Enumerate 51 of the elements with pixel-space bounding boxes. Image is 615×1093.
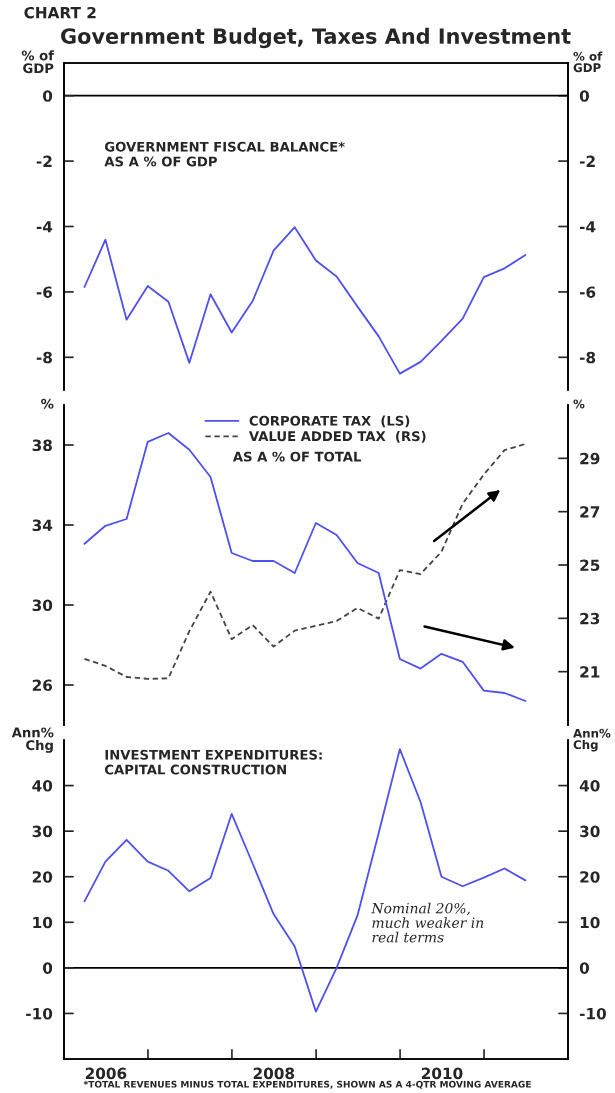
- legend-label: CORPORATE TAX (LS): [249, 415, 410, 428]
- y-tick-label: -4: [36, 221, 53, 233]
- y2-axis-title: % of GDP: [573, 51, 603, 73]
- y2-tick-label: 30: [580, 825, 600, 838]
- x-tick-label: 2006: [85, 1067, 127, 1080]
- y-tick-label: 0: [42, 962, 53, 974]
- y2-tick-label: 29: [580, 452, 600, 465]
- y2-tick-label: -6: [579, 286, 596, 298]
- annotation: INVESTMENT EXPENDITURES: CAPITAL CONSTRUCTION: [104, 749, 322, 775]
- y2-tick-label: -4: [579, 221, 596, 233]
- y2-tick-label: 23: [580, 612, 600, 625]
- y2-axis-title: Ann% Chg: [573, 728, 611, 752]
- legend-label: VALUE ADDED TAX (RS): [248, 430, 426, 443]
- y-axis-title: % of GDP: [21, 50, 55, 74]
- y-tick-label: 30: [32, 599, 53, 612]
- y-axis-title: %: [41, 398, 54, 409]
- x-tick-label: 2010: [421, 1067, 463, 1080]
- y-tick-label: -8: [36, 351, 52, 364]
- annotation: Nominal 20%, much weaker in real terms: [371, 902, 484, 943]
- y2-tick-label: 20: [580, 871, 600, 883]
- y-tick-label: 20: [32, 871, 53, 883]
- y2-tick-label: 25: [580, 559, 600, 572]
- y2-tick-label: 27: [580, 506, 600, 518]
- chart-subtitle: Government Budget, Taxes And Investment: [61, 27, 571, 49]
- y-tick-label: -10: [26, 1007, 53, 1020]
- y-tick-label: -2: [36, 155, 52, 167]
- y-tick-label: 0: [42, 90, 53, 102]
- y2-axis-title: %: [573, 399, 585, 409]
- text: *TOTAL REVENUES MINUS TOTAL EXPENDITURES, SHOWN AS A 4-QTR MOVING AVERAGE: [83, 1080, 531, 1089]
- y-tick-label: 34: [32, 519, 53, 532]
- y2-tick-label: 10: [580, 916, 600, 929]
- y2-tick-label: -10: [579, 1007, 606, 1020]
- y2-tick-label: -8: [579, 351, 596, 364]
- y2-tick-label: 40: [579, 780, 600, 792]
- y-tick-label: 26: [32, 679, 53, 692]
- y2-tick-label: 21: [580, 666, 600, 678]
- y-tick-label: 30: [32, 825, 53, 838]
- y-tick-label: -6: [36, 286, 53, 298]
- line-series: [83, 748, 527, 1013]
- annotation: GOVERNMENT FISCAL BALANCE* AS A % OF GDP: [104, 141, 345, 167]
- y-tick-label: 40: [32, 780, 53, 792]
- chart-title: CHART 2: [24, 6, 96, 19]
- annotation: AS A % OF TOTAL: [232, 451, 362, 462]
- y-axis-title: Ann% Chg: [11, 727, 54, 753]
- y2-tick-label: 0: [579, 90, 590, 102]
- y-tick-label: 38: [32, 439, 52, 452]
- y2-tick-label: -2: [579, 155, 595, 167]
- x-tick-label: 2008: [253, 1067, 295, 1080]
- line-series: [83, 226, 527, 375]
- y-tick-label: 10: [33, 916, 53, 929]
- y2-tick-label: 0: [579, 962, 590, 974]
